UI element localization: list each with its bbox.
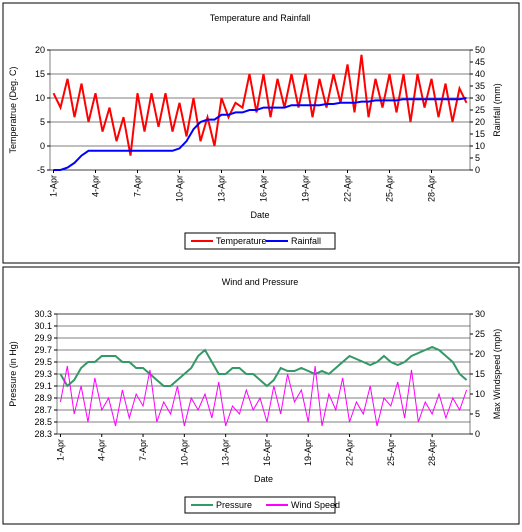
y-tick-label: 29.9 bbox=[34, 333, 52, 343]
y2-tick-label: 25 bbox=[475, 329, 485, 339]
chart-title: Wind and Pressure bbox=[222, 277, 299, 287]
y2-tick-label: 5 bbox=[475, 409, 480, 419]
x-tick-label: 22-Apr bbox=[343, 175, 353, 202]
x-tick-label: 19-Apr bbox=[301, 175, 311, 202]
y-tick-label: 29.7 bbox=[34, 345, 52, 355]
x-tick-label: 13-Apr bbox=[217, 175, 227, 202]
legend-label: Temperature bbox=[216, 236, 267, 246]
y2-tick-label: 45 bbox=[475, 57, 485, 67]
x-tick-label: 7-Apr bbox=[133, 175, 143, 197]
y2-tick-label: 20 bbox=[475, 349, 485, 359]
y2-tick-label: 50 bbox=[475, 45, 485, 55]
y2-tick-label: 5 bbox=[475, 153, 480, 163]
y2-tick-label: 10 bbox=[475, 141, 485, 151]
y2-tick-label: 30 bbox=[475, 309, 485, 319]
y2-tick-label: 10 bbox=[475, 389, 485, 399]
x-tick-label: 4-Apr bbox=[97, 439, 107, 461]
y2-tick-label: 0 bbox=[475, 165, 480, 175]
x-tick-label: 7-Apr bbox=[138, 439, 148, 461]
y-tick-label: 29.3 bbox=[34, 369, 52, 379]
y-tick-label: 28.5 bbox=[34, 417, 52, 427]
y2-tick-label: 40 bbox=[475, 69, 485, 79]
y-tick-label: 0 bbox=[40, 141, 45, 151]
x-tick-label: 16-Apr bbox=[259, 175, 269, 202]
y-tick-label: 20 bbox=[35, 45, 45, 55]
y-tick-label: 29.5 bbox=[34, 357, 52, 367]
y-tick-label: 29.1 bbox=[34, 381, 52, 391]
x-tick-label: 4-Apr bbox=[91, 175, 101, 197]
y2-tick-label: 30 bbox=[475, 93, 485, 103]
x-tick-label: 28-Apr bbox=[427, 439, 437, 466]
y2-tick-label: 15 bbox=[475, 369, 485, 379]
data-line bbox=[59, 365, 468, 427]
x-axis-label: Date bbox=[254, 474, 273, 484]
legend-box bbox=[184, 232, 336, 250]
legend-label: Rainfall bbox=[291, 236, 321, 246]
y-tick-label: -5 bbox=[37, 165, 45, 175]
y-tick-label: 10 bbox=[35, 93, 45, 103]
data-line bbox=[59, 345, 468, 388]
x-tick-label: 10-Apr bbox=[175, 175, 185, 202]
y2-tick-label: 0 bbox=[475, 429, 480, 439]
y-tick-label: 15 bbox=[35, 69, 45, 79]
plot-area bbox=[49, 49, 471, 171]
x-tick-label: 13-Apr bbox=[221, 439, 231, 466]
y-tick-label: 28.9 bbox=[34, 393, 52, 403]
y-tick-label: 28.3 bbox=[34, 429, 52, 439]
y2-axis-label: Max Windspeed (mph) bbox=[492, 329, 502, 420]
legend-box bbox=[184, 496, 336, 514]
y-tick-label: 30.3 bbox=[34, 309, 52, 319]
y-tick-label: 5 bbox=[40, 117, 45, 127]
x-tick-label: 10-Apr bbox=[179, 439, 189, 466]
y-axis-label: Temperatrue (Deg. C) bbox=[8, 66, 18, 153]
x-tick-label: 25-Apr bbox=[385, 175, 395, 202]
y2-tick-label: 35 bbox=[475, 81, 485, 91]
data-line bbox=[52, 54, 468, 156]
x-tick-label: 22-Apr bbox=[345, 439, 355, 466]
y2-tick-label: 15 bbox=[475, 129, 485, 139]
x-tick-label: 1-Apr bbox=[55, 439, 65, 461]
x-tick-label: 1-Apr bbox=[49, 175, 59, 197]
legend-label: Pressure bbox=[216, 500, 252, 510]
data-line bbox=[53, 97, 467, 171]
legend-label: Wind Speed bbox=[291, 500, 340, 510]
chart-title: Temperature and Rainfall bbox=[210, 13, 311, 23]
y-tick-label: 30.1 bbox=[34, 321, 52, 331]
x-tick-label: 16-Apr bbox=[262, 439, 272, 466]
y2-tick-label: 25 bbox=[475, 105, 485, 115]
x-tick-label: 25-Apr bbox=[386, 439, 396, 466]
y2-tick-label: 20 bbox=[475, 117, 485, 127]
y2-axis-label: Rainfall (mm) bbox=[492, 83, 502, 137]
x-tick-label: 28-Apr bbox=[427, 175, 437, 202]
y-axis-label: Pressure (in Hg) bbox=[8, 341, 18, 407]
x-tick-label: 19-Apr bbox=[303, 439, 313, 466]
x-axis-label: Date bbox=[250, 210, 269, 220]
y-tick-label: 28.7 bbox=[34, 405, 52, 415]
